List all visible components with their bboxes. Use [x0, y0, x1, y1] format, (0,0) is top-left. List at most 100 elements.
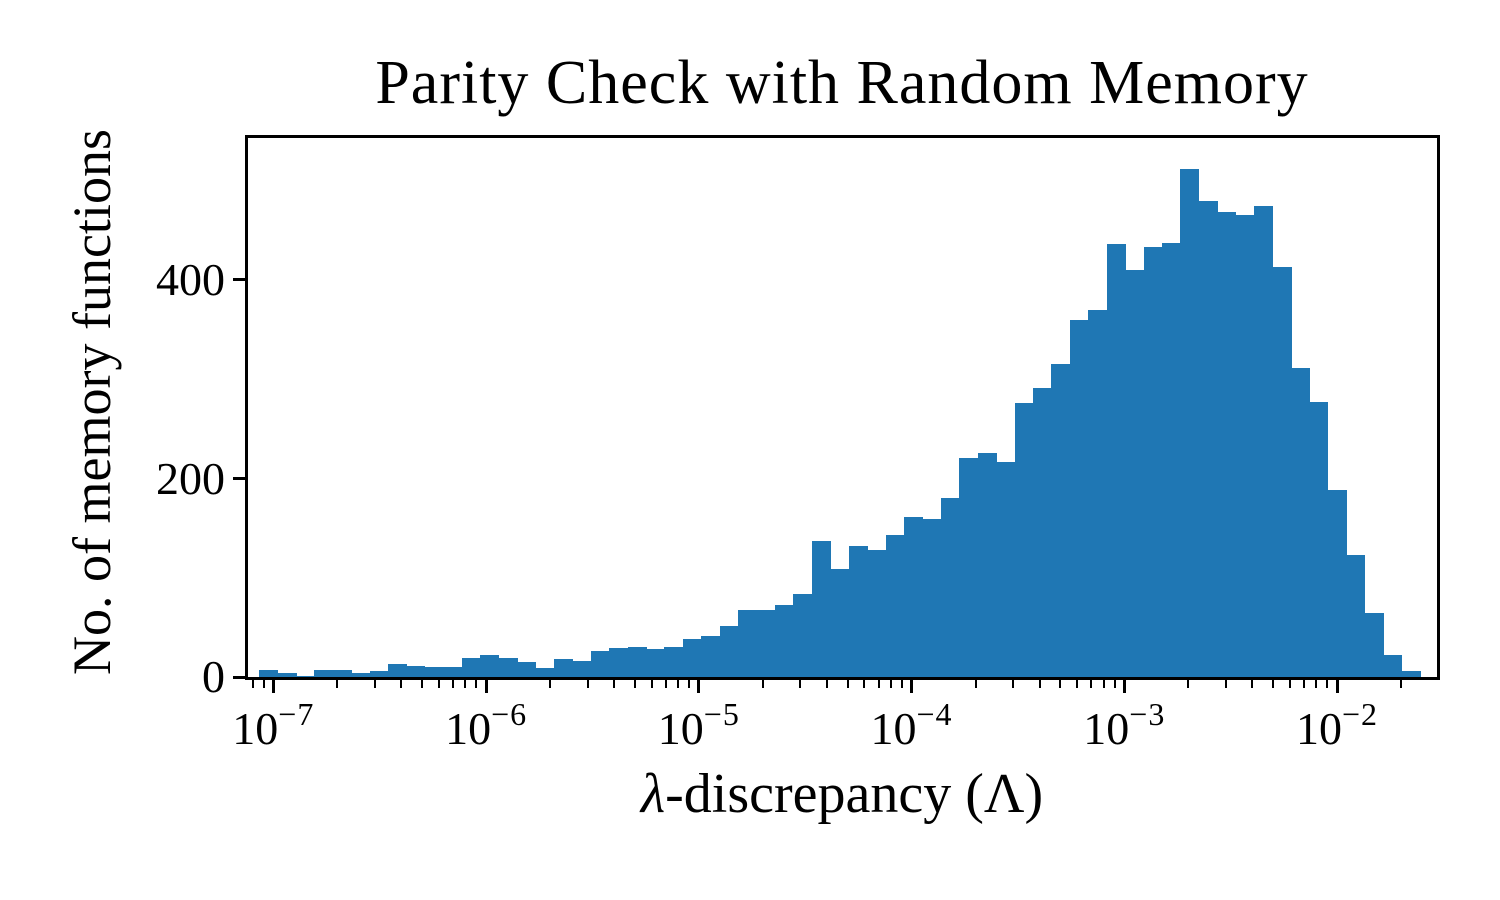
x-major-tick [271, 680, 275, 693]
y-tick-label: 200 [156, 452, 225, 504]
x-minor-tick [761, 680, 764, 688]
histogram-bar [719, 626, 739, 677]
histogram-bar [1217, 212, 1237, 677]
x-minor-tick [586, 680, 589, 688]
x-tick-label-exponent: −3 [1129, 696, 1166, 732]
x-minor-tick [877, 680, 880, 688]
right-spine [1437, 135, 1440, 680]
y-tick-label: 0 [202, 651, 225, 702]
histogram-bar [1383, 655, 1403, 677]
histogram-bar [1051, 364, 1071, 677]
x-minor-tick [846, 680, 849, 688]
x-minor-tick [1076, 680, 1079, 688]
histogram-bar [277, 673, 297, 677]
histogram-bar [388, 664, 408, 677]
histogram-bar [682, 639, 702, 677]
histogram-bar [940, 498, 960, 677]
x-minor-tick [1038, 680, 1041, 688]
histogram-bar [701, 636, 721, 677]
x-major-tick [1335, 680, 1339, 693]
histogram-bar [1014, 403, 1034, 677]
histogram-bar [1069, 319, 1089, 677]
histogram-bar [996, 461, 1016, 677]
histogram-bar [1346, 554, 1366, 677]
histogram-bar [369, 671, 389, 677]
histogram-bar [295, 676, 315, 677]
x-major-tick [484, 680, 488, 693]
x-minor-tick [336, 680, 339, 688]
histogram-bar [664, 647, 684, 677]
plot-area [248, 135, 1437, 680]
x-minor-tick [437, 680, 440, 688]
histogram-bar [756, 610, 776, 677]
bottom-spine [245, 677, 1440, 680]
histogram-bar [738, 609, 758, 677]
x-minor-tick [900, 680, 903, 688]
histogram-bar [627, 647, 647, 677]
x-tick-label-base: 10 [1295, 703, 1342, 754]
x-axis-label-rest: -discrepancy (Λ) [665, 763, 1044, 825]
histogram-bar [461, 658, 481, 677]
x-tick-label-exponent: −6 [491, 696, 528, 732]
x-minor-tick [1326, 680, 1329, 688]
histogram-bar [351, 673, 371, 677]
chart-title: Parity Check with Random Memory [375, 49, 1309, 117]
x-minor-tick [650, 680, 653, 688]
histogram-bar [775, 604, 795, 677]
x-minor-tick [688, 680, 691, 688]
histogram-bar [406, 666, 426, 677]
histogram-bar [1364, 613, 1384, 677]
x-tick-label: 10−3 [1083, 696, 1165, 755]
x-minor-tick [863, 680, 866, 688]
x-tick-label-base: 10 [445, 703, 492, 754]
x-axis-label-lambda: λ [640, 763, 666, 825]
histogram-bar [1180, 168, 1200, 677]
histogram-bar [332, 670, 352, 677]
x-minor-tick [549, 680, 552, 688]
histogram-bar [922, 519, 942, 677]
histogram-bar [811, 541, 831, 677]
x-minor-tick [1272, 680, 1274, 688]
histogram-bar [1291, 368, 1311, 677]
histogram-bar [1235, 215, 1255, 677]
x-tick-label-base: 10 [232, 703, 279, 754]
x-minor-tick [475, 680, 478, 688]
histogram-bar [848, 545, 868, 677]
x-minor-tick [633, 680, 636, 688]
x-minor-tick [1303, 680, 1306, 688]
x-minor-tick [664, 680, 667, 688]
histogram-bar [572, 661, 592, 677]
histogram-bar [498, 658, 518, 677]
x-tick-label: 10−2 [1296, 696, 1378, 755]
histogram-bar [259, 670, 279, 677]
histogram-bar [1254, 206, 1274, 677]
histogram-bar [1272, 267, 1292, 677]
histogram-bar [480, 655, 500, 677]
y-axis-label: No. of memory functions [62, 129, 122, 675]
histogram-bar [443, 667, 463, 677]
histogram-bar [517, 662, 537, 677]
x-tick-label-base: 10 [1083, 703, 1130, 754]
x-minor-tick [400, 680, 403, 688]
x-major-tick [697, 680, 701, 693]
x-axis-label: λ-discrepancy (Λ) [641, 762, 1043, 826]
histogram-bar [1327, 490, 1347, 677]
histogram-bar [646, 649, 666, 677]
x-minor-tick [262, 680, 265, 688]
x-major-tick [1122, 680, 1126, 693]
x-minor-tick [251, 680, 254, 688]
x-minor-tick [373, 680, 376, 688]
x-minor-tick [1187, 680, 1190, 688]
histogram-bar [424, 667, 444, 677]
histogram-bar [1143, 247, 1163, 677]
x-minor-tick [464, 680, 467, 688]
x-minor-tick [1400, 680, 1403, 688]
x-tick-label-base: 10 [657, 703, 704, 754]
histogram-bar [1309, 402, 1329, 677]
histogram-bar [830, 568, 850, 677]
x-tick-label: 10−4 [870, 696, 952, 755]
histogram-bar [1401, 671, 1421, 677]
histogram-bar [314, 670, 334, 677]
x-tick-label: 10−7 [232, 696, 314, 755]
x-minor-tick [889, 680, 892, 688]
